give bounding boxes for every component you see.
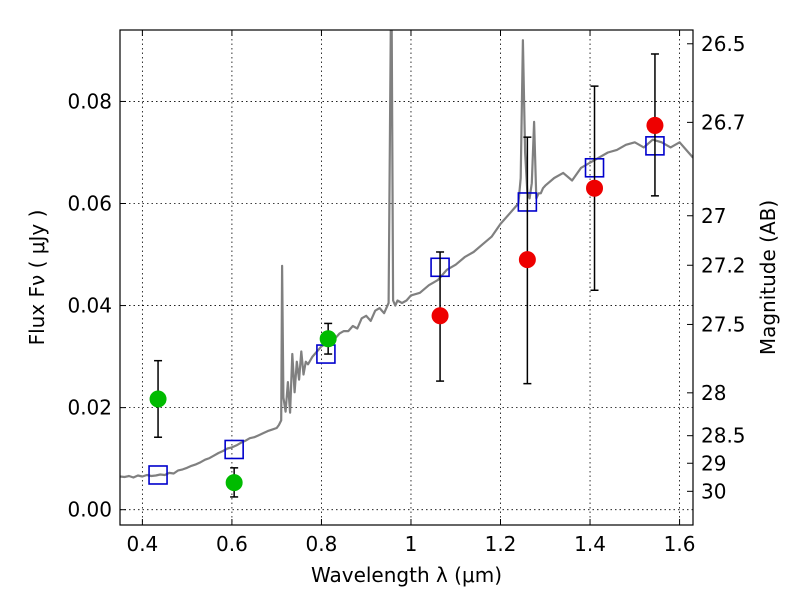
y-tick-label: 0.04 (67, 294, 112, 318)
x-tick-label: 0.4 (126, 532, 158, 556)
right-tick-label: 26.7 (701, 110, 746, 134)
y-tick-label: 0.06 (67, 192, 112, 216)
model-square (224, 439, 244, 460)
right-tick-label: 28 (701, 381, 726, 405)
observed-point (431, 307, 449, 325)
y-tick-label: 0.08 (67, 89, 112, 113)
sed-line (120, 30, 693, 479)
x-tick-label: 0.6 (216, 532, 248, 556)
observed-point (586, 179, 604, 197)
y-axis-right-label: Magnitude (AB) (756, 200, 780, 355)
plot-frame (119, 29, 694, 526)
y-tick-label: 0.02 (67, 396, 112, 420)
observed-point (319, 330, 337, 348)
y-axis-label: Flux Fν ( μJy ) (25, 210, 49, 346)
plot-area (120, 30, 693, 479)
right-tick-label: 27 (701, 204, 726, 228)
x-tick-label: 1.4 (574, 532, 606, 556)
points-layer (148, 53, 665, 498)
model-square (148, 465, 168, 485)
right-tick-label: 29 (701, 451, 726, 475)
right-tick-label: 28.5 (701, 424, 746, 448)
right-tick-label: 27.2 (701, 253, 746, 277)
x-axis-label: Wavelength λ (μm) (311, 563, 502, 587)
right-tick-label: 30 (701, 479, 726, 503)
ticks-layer: 0.4 0.6 0.8 1 1.2 1.4 1.6 0.00 0.02 0.04 0.06 0.08 2… (67, 30, 746, 556)
x-tick-label: 1.2 (485, 532, 517, 556)
right-tick-label: 27.5 (701, 312, 746, 336)
observed-point (225, 474, 243, 492)
x-tick-label: 1.6 (664, 532, 696, 556)
observed-point (149, 390, 167, 408)
x-tick-label: 0.8 (306, 532, 338, 556)
observed-point (646, 116, 664, 134)
x-tick-label: 1 (405, 532, 418, 556)
y-tick-label: 0.00 (67, 498, 112, 522)
observed-point (518, 251, 536, 269)
right-tick-label: 26.5 (701, 32, 746, 56)
grid-layer (120, 30, 693, 525)
